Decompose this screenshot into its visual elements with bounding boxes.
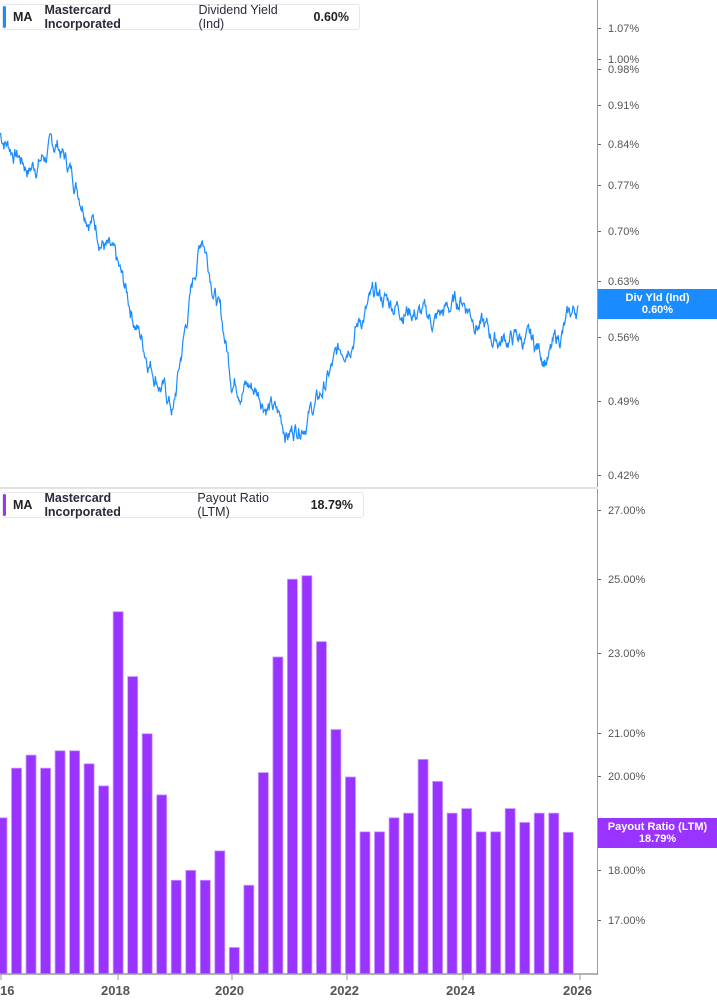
payout-bar[interactable] [257, 772, 269, 975]
payout-bar[interactable] [330, 729, 342, 975]
payout-bar[interactable] [475, 831, 487, 975]
y-tick-label: 17.00% [608, 915, 646, 927]
payout-bar[interactable] [504, 808, 516, 975]
y-tick-label: 0.98% [608, 64, 640, 76]
y-tick-label: 1.07% [608, 23, 640, 35]
x-tick-label: 16 [0, 983, 15, 998]
y-tick-label: 0.42% [608, 470, 640, 482]
payout-bar[interactable] [54, 750, 66, 975]
payout-ratio-badge: Payout Ratio (LTM) 18.79% [598, 818, 717, 848]
badge-value: 0.60% [641, 304, 674, 316]
payout-bar[interactable] [519, 822, 531, 975]
payout-bar[interactable] [490, 831, 502, 975]
payout-bar[interactable] [461, 808, 473, 975]
payout-bar[interactable] [185, 869, 197, 975]
series-color-marker [3, 494, 6, 516]
payout-bar[interactable] [127, 676, 139, 975]
badge-label: Payout Ratio (LTM) [607, 821, 708, 833]
x-tick-label: 2026 [563, 983, 592, 998]
badge-value: 18.79% [638, 833, 677, 845]
payout-bar[interactable] [25, 754, 37, 975]
payout-bar[interactable] [228, 947, 240, 975]
payout-bar[interactable] [403, 812, 414, 975]
x-tick-label: 2018 [101, 983, 130, 998]
y-tick-label: 0.49% [608, 396, 640, 408]
y-tick-label: 23.00% [608, 648, 646, 660]
badge-label: Div Yld (Ind) [625, 292, 690, 304]
payout-bar[interactable] [40, 767, 51, 975]
legend-company-name: Mastercard Incorporated [44, 491, 121, 519]
payout-bar[interactable] [156, 794, 168, 975]
payout-bar[interactable] [446, 812, 458, 975]
y-tick-label: 0.77% [608, 180, 640, 192]
x-tick-label: 2020 [215, 983, 244, 998]
payout-bar[interactable] [533, 812, 545, 975]
top-y-axis-line [597, 0, 598, 487]
payout-bar[interactable] [301, 575, 313, 975]
panel-divider [0, 487, 597, 489]
bottom-y-axis-line [597, 489, 598, 975]
payout-bar[interactable] [11, 767, 22, 975]
y-tick-label: 0.91% [608, 100, 640, 112]
payout-bar[interactable] [562, 831, 574, 975]
payout-bar[interactable] [214, 850, 226, 975]
payout-bar[interactable] [243, 884, 255, 975]
payout-bar[interactable] [112, 611, 124, 975]
payout-bar[interactable] [272, 656, 284, 975]
dividend-yield-line [0, 132, 579, 443]
payout-bar[interactable] [548, 812, 560, 975]
x-tick-label: 2022 [330, 983, 359, 998]
x-axis-ticks [0, 974, 581, 980]
x-tick-label: 2024 [446, 983, 475, 998]
legend-value: 0.60% [313, 10, 349, 24]
payout-bar[interactable] [316, 641, 327, 975]
y-tick-label: 0.84% [608, 139, 640, 151]
payout-bar[interactable] [141, 733, 153, 975]
y-tick-label: 18.00% [608, 865, 646, 877]
y-tick-label: 1.00% [608, 54, 640, 66]
y-tick-label: 25.00% [608, 574, 646, 586]
payout-bar[interactable] [0, 817, 8, 975]
payout-bar[interactable] [345, 776, 356, 975]
legend-ticker: MA [13, 498, 33, 512]
payout-bar[interactable] [286, 578, 298, 975]
payout-bar[interactable] [83, 763, 95, 975]
dividend-yield-badge: Div Yld (Ind) 0.60% [598, 289, 717, 319]
legend-metric: Dividend Yield (Ind) [198, 3, 278, 31]
payout-bar[interactable] [432, 781, 444, 975]
y-tick-label: 27.00% [608, 505, 646, 517]
payout-bar[interactable] [199, 879, 211, 975]
legend-company-name: Mastercard Incorporated [44, 3, 121, 31]
payout-bar[interactable] [69, 750, 80, 975]
payout-bar[interactable] [417, 759, 429, 975]
y-tick-label: 0.70% [608, 226, 640, 238]
legend-ticker: MA [13, 10, 33, 24]
payout-bar[interactable] [359, 831, 371, 975]
payout-bar[interactable] [374, 831, 385, 975]
series-color-marker [3, 6, 6, 28]
payout-ratio-legend[interactable]: MA Mastercard Incorporated Payout Ratio … [2, 491, 364, 519]
payout-bar[interactable] [98, 785, 110, 975]
payout-ratio-bars [0, 575, 574, 975]
y-tick-label: 0.56% [608, 332, 640, 344]
dividend-yield-legend[interactable]: MA Mastercard Incorporated Dividend Yiel… [2, 3, 360, 31]
payout-bar[interactable] [170, 879, 182, 975]
legend-value: 18.79% [310, 498, 353, 512]
y-tick-label: 0.63% [608, 276, 640, 288]
payout-bar[interactable] [388, 817, 400, 975]
legend-metric: Payout Ratio (LTM) [197, 491, 269, 519]
y-tick-label: 21.00% [608, 728, 646, 740]
y-tick-label: 20.00% [608, 771, 646, 783]
